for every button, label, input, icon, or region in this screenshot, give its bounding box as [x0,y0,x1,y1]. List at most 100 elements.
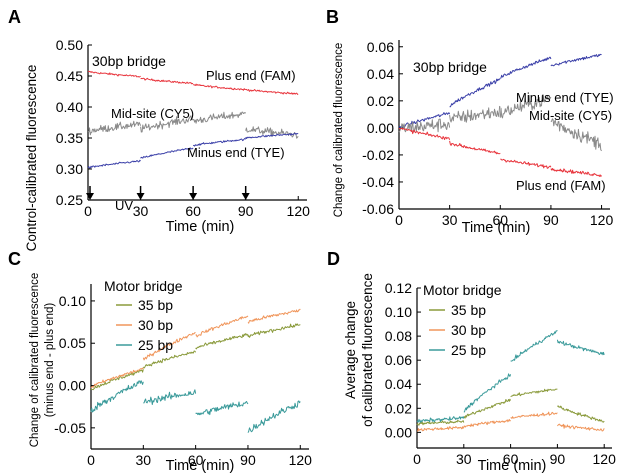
panel-c: C Change of calibrated fluorescence (min… [8,249,312,474]
x-tick-label: 30 [133,203,149,219]
y-tick-label: 0.25 [56,192,83,208]
series-line-35-bp [90,323,301,391]
x-tick-label: 120 [287,203,311,219]
series-line-mid-site-cy5 [398,94,602,152]
y-tick-label: 0.06 [385,352,412,368]
x-tick-label: 120 [289,452,313,468]
y-tick-label: 0.35 [56,130,83,146]
panel-d-axes: 0 30 60 90 120 0.00 0.02 0.04 0.06 0.08 0.10 0.12 [385,280,616,467]
uv-arrowhead [86,193,94,200]
panel-label-c: C [8,249,21,269]
series-line-30-bp [90,308,301,389]
x-tick-label: 120 [590,212,614,228]
x-tick-label: 90 [238,203,254,219]
series-line-plus-end-fam [87,70,299,95]
legend-entry: 35 bp [138,297,173,313]
panel-label-a: A [8,7,21,27]
y-tick-label: 0.30 [56,161,83,177]
y-tick-label: 0.02 [367,93,394,109]
series-line-minus-end-tye [87,132,299,169]
y-tick-label: 0.10 [385,304,412,320]
y-tick-label: 0.00 [385,424,412,440]
panel-d-xlabel: Time (min) [478,458,547,474]
x-tick-label: 120 [593,451,617,467]
legend-entry: 25 bp [138,337,173,353]
y-tick-label: 0.06 [367,39,394,55]
panel-a-annotation: 30bp bridge [92,53,166,69]
x-tick-label: 30 [136,452,152,468]
panel-b-series-label-plus: Plus end (FAM) [516,178,606,193]
y-tick-label: 0.10 [59,293,86,309]
panel-b-axes: 0 30 60 90 120 -0.06 -0.04 -0.02 0.00 0.02 0.04 0.0… [362,39,613,228]
y-tick-label: -0.04 [362,174,394,190]
panel-a: A Control-calibrated fluorescence 0 30 60 9… [8,7,310,251]
panel-a-uv-label: UV [115,198,133,213]
y-tick-label: 0.00 [59,378,86,394]
x-tick-label: 0 [413,451,421,467]
x-tick-label: 90 [543,212,559,228]
y-tick-label: -0.06 [362,201,394,217]
x-tick-label: 0 [395,212,403,228]
panel-c-legend-title: Motor bridge [104,278,183,294]
legend-entry: 30 bp [138,317,173,333]
y-tick-label: 0.45 [56,68,83,84]
legend-entry: 30 bp [451,322,486,338]
panel-a-uv-arrows [86,186,250,200]
legend-entry: 35 bp [451,302,486,318]
y-tick-label: 0.00 [367,120,394,136]
series-line-plus-end-fam [398,127,602,177]
panel-d: D Average change of calibrated fluoresce… [327,249,616,474]
panel-b-ylabel: Change of calibrated fluorescence [333,43,345,218]
series-line-minus-end-tye [398,53,602,129]
panel-c-plot [90,308,301,433]
y-tick-label: 0.04 [385,376,412,392]
panel-c-legend: 35 bp 30 bp 25 bp [116,297,173,353]
x-tick-label: 0 [84,203,92,219]
x-tick-label: 60 [185,203,201,219]
y-tick-label: 0.50 [56,37,83,53]
panel-label-b: B [326,7,339,27]
panel-a-series-label-plus: Plus end (FAM) [206,68,296,83]
x-tick-label: 30 [456,451,472,467]
series-line-35-bp [416,388,605,426]
y-tick-label: 0.04 [367,66,394,82]
panel-b-plot [398,53,602,177]
panel-a-series-label-mid: Mid-site (CY5) [111,106,194,121]
panel-b-annotation: 30bp bridge [413,59,487,75]
x-tick-label: 60 [503,451,519,467]
panel-b-series-label-mid: Mid-site (CY5) [529,108,612,123]
panel-a-axes: 0 30 60 90 120 0.25 0.30 0.35 0.40 0.45 0.50 [56,37,310,219]
panel-b: B Change of calibrated fluorescence 0 30 6… [326,7,614,236]
panel-a-series-label-minus: Minus end (TYE) [187,145,285,160]
uv-arrowhead [241,193,250,200]
legend-entry: 25 bp [451,342,486,358]
panel-a-xlabel: Time (min) [166,219,235,235]
panel-d-legend: 35 bp 30 bp 25 bp [429,302,486,358]
uv-arrowhead [189,193,198,200]
y-tick-label: -0.05 [54,420,86,436]
panel-a-plot [87,70,299,169]
y-tick-label: 0.02 [385,400,412,416]
panel-d-legend-title: Motor bridge [423,282,502,298]
panel-d-ylabel-line1: Average change [343,301,358,399]
panel-c-ylabel-line2: (minus end - plus end) [44,303,56,418]
panel-c-ylabel-line1: Change of calibrated fluorescence [29,273,41,448]
panel-b-series-label-minus: Minus end (TYE) [516,90,614,105]
uv-arrowhead [136,193,145,200]
y-tick-label: 0.08 [385,328,412,344]
y-tick-label: -0.02 [362,147,394,163]
y-tick-label: 0.40 [56,99,83,115]
series-line-25-bp [90,380,301,433]
panel-d-ylabel-line2: of calibrated fluorescence [360,273,375,427]
panel-b-xlabel: Time (min) [462,220,531,236]
x-tick-label: 30 [442,212,458,228]
panel-a-ylabel: Control-calibrated fluorescence [24,65,39,252]
series-line-25-bp [416,330,605,423]
x-tick-label: 90 [550,451,566,467]
panel-c-axes: 0 30 60 90 120 -0.05 0.00 0.05 0.10 [54,284,312,468]
panel-c-xlabel: Time (min) [166,458,235,474]
panel-label-d: D [327,249,340,269]
y-tick-label: 0.05 [59,335,86,351]
x-tick-label: 90 [240,452,256,468]
